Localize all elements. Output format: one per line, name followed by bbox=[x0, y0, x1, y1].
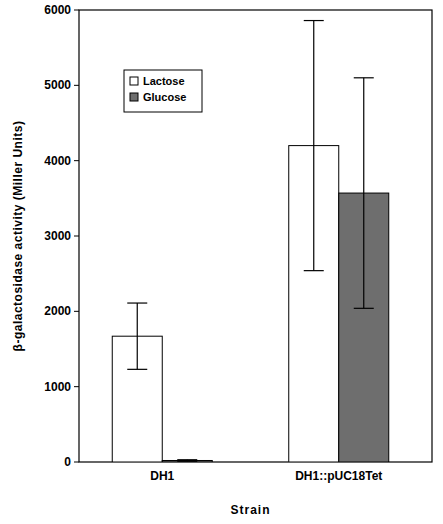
y-tick bbox=[74, 462, 79, 463]
bars bbox=[112, 21, 389, 462]
error-bar bbox=[354, 78, 374, 309]
y-tick-label: 3000 bbox=[44, 229, 71, 243]
legend-box bbox=[124, 70, 202, 112]
y-tick bbox=[74, 85, 79, 86]
x-tick-label: DH1::pUC18Tet bbox=[295, 469, 382, 483]
y-axis-label: β-galactosidase activity (Miller Units) bbox=[11, 121, 25, 352]
y-tick-label: 5000 bbox=[44, 78, 71, 92]
chart-container: 0 1000 2000 3000 4000 5000 6000DH1 DH1::pUC18Te… bbox=[0, 0, 443, 524]
y-tick bbox=[74, 386, 79, 387]
plot-frame bbox=[79, 10, 432, 462]
chart-svg: 0 1000 2000 3000 4000 5000 6000DH1 DH1::pUC18Te… bbox=[0, 0, 443, 524]
error-bar bbox=[127, 303, 147, 369]
y-tick bbox=[74, 160, 79, 161]
error-bar bbox=[304, 21, 324, 271]
legend-label: Lactose bbox=[143, 75, 185, 87]
legend-swatch bbox=[130, 77, 138, 85]
error-bar bbox=[177, 460, 197, 462]
y-tick-label: 1000 bbox=[44, 380, 71, 394]
y-tick-label: 2000 bbox=[44, 304, 71, 318]
y-tick bbox=[74, 236, 79, 237]
y-tick-label: 0 bbox=[64, 455, 71, 469]
y-tick-label: 6000 bbox=[44, 3, 71, 17]
x-tick-label: DH1 bbox=[150, 469, 174, 483]
y-tick-label: 4000 bbox=[44, 154, 71, 168]
x-axis-label: Strain bbox=[230, 503, 270, 517]
bar bbox=[162, 460, 212, 462]
legend-label: Glucose bbox=[143, 91, 186, 103]
y-tick bbox=[74, 10, 79, 11]
y-tick bbox=[74, 311, 79, 312]
legend: Lactose Glucose bbox=[124, 70, 202, 112]
legend-swatch bbox=[130, 93, 138, 101]
